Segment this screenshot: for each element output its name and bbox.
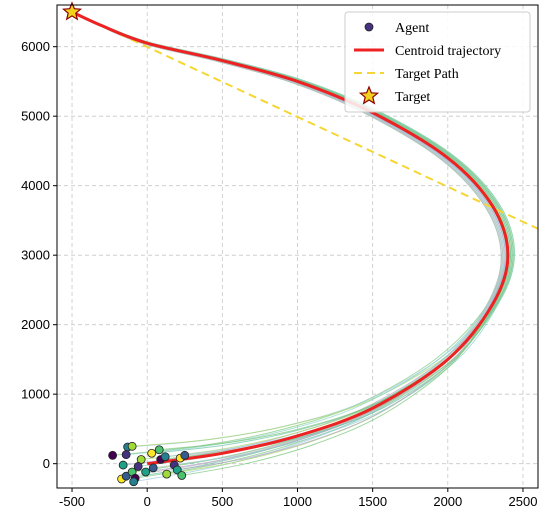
x-tick-label: 1000 bbox=[283, 494, 312, 509]
x-tick-label: 0 bbox=[144, 494, 151, 509]
x-tick-label: 1500 bbox=[358, 494, 387, 509]
legend-label: Agent bbox=[395, 21, 429, 36]
legend-label: Centroid trajectory bbox=[395, 44, 501, 59]
y-tick-label: 0 bbox=[43, 456, 50, 471]
agent-marker bbox=[121, 471, 131, 481]
axis-ticks: -500 0 500 1000 1500 2000 2500 0 1000 2000 3000 400… bbox=[21, 39, 537, 509]
agent-marker bbox=[180, 450, 190, 460]
legend-box bbox=[344, 11, 531, 113]
target-path-layer bbox=[71, 11, 539, 230]
agent-marker bbox=[127, 441, 137, 451]
agent-marker bbox=[154, 445, 164, 455]
x-tick-label: 2000 bbox=[433, 494, 462, 509]
legend: Agent Centroid trajectory Target Path Targe… bbox=[344, 11, 531, 113]
y-tick-label: 4000 bbox=[21, 178, 50, 193]
agent-trajectory bbox=[71, 11, 502, 456]
agent-marker bbox=[141, 467, 151, 477]
agent-marker bbox=[148, 463, 158, 473]
y-tick-label: 3000 bbox=[21, 248, 50, 263]
agent-marker bbox=[108, 450, 118, 460]
y-tick-label: 6000 bbox=[21, 39, 50, 54]
agent-marker bbox=[121, 450, 131, 460]
x-tick-label: 2500 bbox=[509, 494, 538, 509]
agent-marker bbox=[177, 471, 187, 480]
agent-marker bbox=[129, 477, 139, 487]
centroid-trajectory-line bbox=[71, 10, 510, 466]
agent-marker bbox=[118, 460, 128, 470]
target-star bbox=[62, 1, 83, 21]
target-path-line bbox=[71, 11, 539, 230]
legend-target-star bbox=[358, 85, 380, 105]
legend-label: Target bbox=[395, 90, 430, 105]
target-layer bbox=[62, 1, 83, 21]
y-tick-label: 2000 bbox=[21, 317, 50, 332]
x-tick-label: 500 bbox=[211, 494, 233, 509]
agent-marker bbox=[160, 452, 170, 462]
agent-trajectory bbox=[71, 11, 516, 466]
y-tick-label: 1000 bbox=[21, 387, 50, 402]
x-tick-label: -500 bbox=[59, 494, 85, 509]
legend-label: Target Path bbox=[395, 67, 459, 82]
y-tick-label: 5000 bbox=[21, 109, 50, 124]
agent-marker bbox=[147, 448, 157, 458]
agent-marker bbox=[133, 462, 143, 471]
agent-marker bbox=[162, 469, 172, 479]
centroid-trajectory-layer bbox=[71, 10, 510, 466]
legend-agent-marker bbox=[364, 22, 374, 32]
agent-markers bbox=[108, 441, 190, 487]
